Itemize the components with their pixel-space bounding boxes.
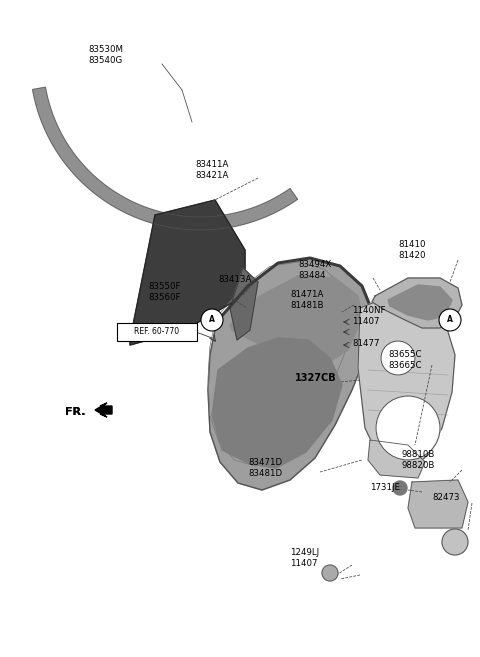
Text: 82473: 82473 <box>432 493 459 503</box>
Text: 1327CB: 1327CB <box>295 373 336 383</box>
Text: 83413A: 83413A <box>218 275 252 284</box>
Circle shape <box>376 396 440 460</box>
Polygon shape <box>358 296 455 468</box>
Polygon shape <box>33 87 298 230</box>
Polygon shape <box>372 278 462 328</box>
Text: 83411A
83421A: 83411A 83421A <box>195 160 228 180</box>
Text: 81477: 81477 <box>352 338 380 348</box>
Text: 83471D
83481D: 83471D 83481D <box>248 459 282 478</box>
Circle shape <box>322 565 338 581</box>
Polygon shape <box>388 285 452 320</box>
Text: FR.: FR. <box>65 407 85 417</box>
Text: 1249LJ
11407: 1249LJ 11407 <box>290 549 319 568</box>
Polygon shape <box>368 440 425 478</box>
Text: FR.: FR. <box>65 407 85 417</box>
Text: 83494X
83484: 83494X 83484 <box>298 260 331 280</box>
Text: A: A <box>447 315 453 325</box>
Text: 1140NF
11407: 1140NF 11407 <box>352 306 385 326</box>
Polygon shape <box>408 480 468 528</box>
Circle shape <box>442 529 468 555</box>
Text: REF. 60-770: REF. 60-770 <box>134 327 180 336</box>
Circle shape <box>393 481 407 495</box>
Polygon shape <box>208 258 373 490</box>
Circle shape <box>381 341 415 375</box>
Text: 83550F
83560F: 83550F 83560F <box>148 283 180 302</box>
Polygon shape <box>212 338 342 468</box>
Polygon shape <box>230 268 258 340</box>
Text: A: A <box>209 315 215 325</box>
Polygon shape <box>95 403 112 417</box>
Text: 81410
81420: 81410 81420 <box>398 240 425 260</box>
Text: 83530M
83540G: 83530M 83540G <box>88 45 123 64</box>
Circle shape <box>201 309 223 331</box>
Text: 1731JE: 1731JE <box>370 484 400 493</box>
Text: 81471A
81481B: 81471A 81481B <box>290 290 324 309</box>
Polygon shape <box>130 200 245 345</box>
Text: 83655C
83665C: 83655C 83665C <box>388 350 421 370</box>
Text: 98810B
98820B: 98810B 98820B <box>402 450 435 470</box>
FancyBboxPatch shape <box>117 323 197 341</box>
Polygon shape <box>230 275 362 368</box>
Circle shape <box>439 309 461 331</box>
